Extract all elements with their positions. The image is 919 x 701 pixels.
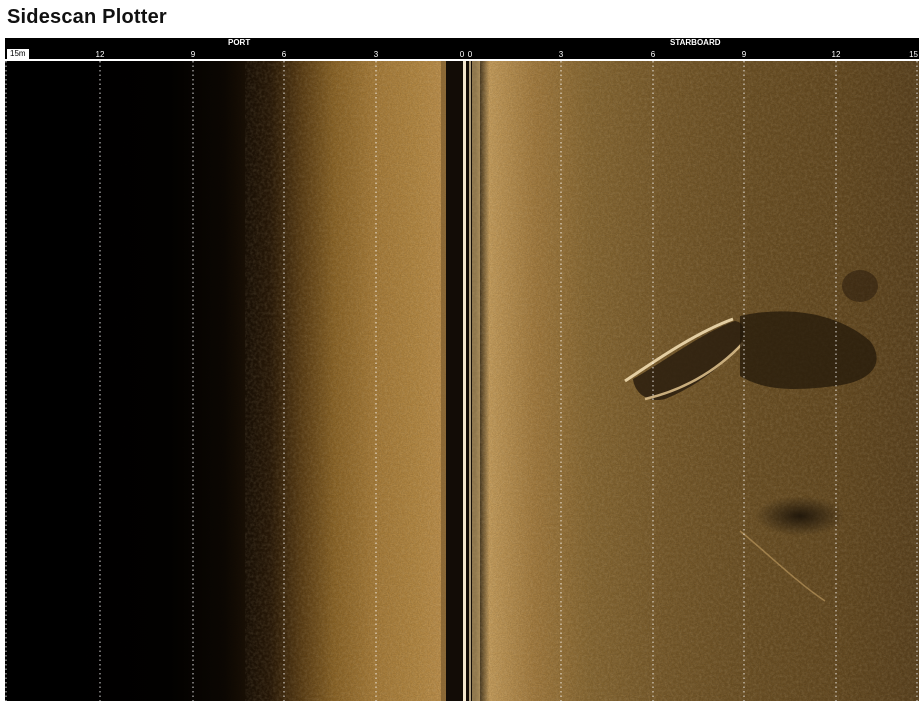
starboard-tick-label: 15	[909, 50, 918, 59]
nadir-center-line	[469, 61, 471, 701]
page-title: Sidescan Plotter	[7, 6, 167, 28]
starboard-tick-label: 12	[831, 50, 841, 59]
starboard-label: STARBOARD	[670, 38, 721, 47]
seabed-trail	[739, 530, 826, 602]
target-object-shadow-2	[755, 496, 845, 536]
nadir-edge	[472, 61, 480, 701]
port-tick-label: 0	[459, 50, 465, 59]
port-tick-label: 9	[190, 50, 196, 59]
starboard-tick-label: 0	[467, 50, 473, 59]
port-tick-label: 12	[95, 50, 105, 59]
range-scale-bar: PORT STARBOARD 15m 12 9 6 3 0 0 3 6 9 12…	[5, 38, 919, 61]
port-tick-label: 3	[373, 50, 379, 59]
port-label: PORT	[228, 38, 251, 47]
ruler-line	[5, 59, 919, 61]
target-object-rim	[624, 317, 734, 383]
starboard-tick-label: 9	[741, 50, 747, 59]
nadir-edge	[441, 61, 446, 701]
sonar-image	[5, 61, 919, 701]
seabed-feature	[842, 270, 878, 302]
range-badge: 15m	[7, 49, 29, 59]
target-object-rim	[644, 342, 744, 401]
port-tick-label: 6	[281, 50, 287, 59]
nadir-center-line	[463, 61, 466, 701]
target-object-shadow	[740, 311, 877, 389]
starboard-tick-label: 3	[558, 50, 564, 59]
starboard-tick-label: 6	[650, 50, 656, 59]
range-grid	[5, 61, 918, 701]
sonar-image-panel[interactable]	[5, 61, 919, 701]
target-object-body	[633, 321, 744, 401]
nadir-water-column	[446, 61, 472, 701]
